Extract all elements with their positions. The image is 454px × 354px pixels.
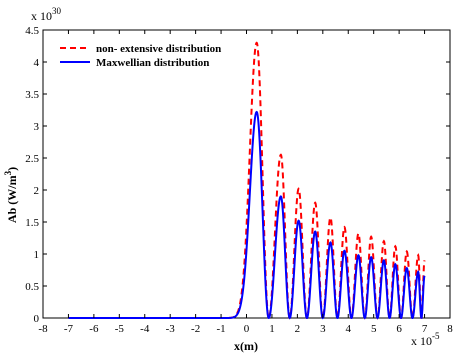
y-axis-label-group: Ab (W/m3) <box>3 167 19 223</box>
axes-layer: -8 -7 -6 -5 -4 -3 -2 -1 0 1 2 3 4 5 6 7 8 0 0.5 1 1.5 2 2.5 3 3.… <box>25 25 453 335</box>
x-tick-label: -7 <box>64 323 74 335</box>
y-axis-label: Ab (W/m3) <box>3 167 19 223</box>
x-tick-label: 8 <box>447 323 453 335</box>
x-tick-label: 3 <box>320 323 326 335</box>
plot-area <box>42 29 451 319</box>
x-tick-label: -8 <box>38 323 48 335</box>
x-tick-label: 1 <box>269 323 275 335</box>
x-axis-label: x(m) <box>234 339 258 353</box>
x-tick-label: 0 <box>244 323 250 335</box>
legend: non- extensive distribution Maxwellian di… <box>60 43 221 69</box>
legend-label: non- extensive distribution <box>96 43 221 55</box>
x-scale-exponent: -5 <box>432 331 440 341</box>
x-tick-label: -6 <box>89 323 99 335</box>
y-tick-label: 1.5 <box>25 217 39 229</box>
x-tick-label: -3 <box>166 323 176 335</box>
x-tick-label: 6 <box>396 323 402 335</box>
y-tick-label: 4.5 <box>25 25 39 37</box>
y-axis-label-close: ) <box>5 167 19 171</box>
y-scale-exponent: 30 <box>52 6 62 16</box>
x-tick-label: -4 <box>140 323 150 335</box>
y-tick-label: 2 <box>34 185 40 197</box>
y-scale-factor: x 1030 <box>31 6 62 23</box>
y-tick-label: 0 <box>34 313 40 325</box>
y-tick-label: 3.5 <box>25 89 39 101</box>
x-scale-factor: x 10-5 <box>411 331 440 348</box>
y-tick-label: 4 <box>34 57 40 69</box>
y-tick-label: 2.5 <box>25 153 39 165</box>
x-tick-label: 4 <box>346 323 352 335</box>
series-layer <box>68 41 426 320</box>
x-tick-label: 7 <box>422 323 428 335</box>
x-tick-label: 5 <box>371 323 377 335</box>
y-tick-label: 0.5 <box>25 281 39 293</box>
series-line-1 <box>68 110 426 320</box>
y-tick-label: 1 <box>34 249 40 261</box>
x-tick-label: -5 <box>115 323 125 335</box>
y-axis-label-exponent: 3 <box>3 170 13 175</box>
x-tick-label: -1 <box>216 323 225 335</box>
legend-label: Maxwellian distribution <box>96 57 209 69</box>
y-tick-label: 3 <box>34 121 40 133</box>
x-tick-label: 2 <box>295 323 301 335</box>
x-tick-label: -2 <box>191 323 200 335</box>
